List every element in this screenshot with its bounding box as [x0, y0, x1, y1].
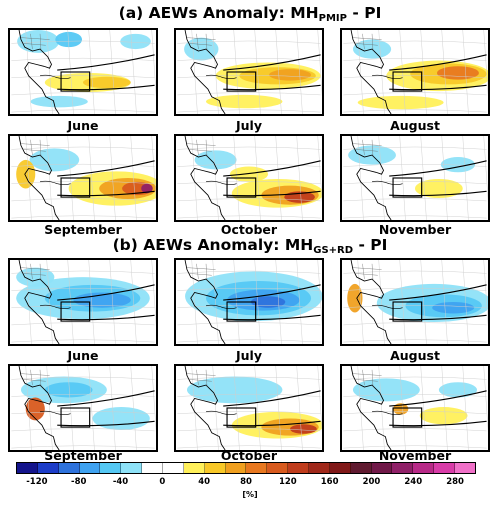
colorbar-tick-label: -40	[112, 477, 129, 487]
colorbar-tick-label: 120	[278, 477, 297, 487]
colorbar-segment	[183, 463, 205, 473]
month-label: October	[220, 222, 278, 237]
title-a: (a) AEWs Anomaly: MHPMIP - PI	[0, 4, 500, 24]
map-panel-a-november	[340, 134, 490, 222]
colorbar-segment	[37, 463, 59, 473]
month-label: June	[67, 118, 99, 133]
colorbar-tick-label: 240	[404, 477, 423, 487]
map-panel-b-july	[174, 258, 324, 346]
colorbar-tick-label: 40	[198, 477, 211, 487]
colorbar-segment	[79, 463, 101, 473]
title-a-subscript: PMIP	[318, 13, 347, 24]
colorbar-segment	[392, 463, 414, 473]
title-b-text: (b) AEWs Anomaly: MH	[112, 236, 314, 254]
month-label: June	[67, 348, 99, 363]
month-label: August	[390, 118, 440, 133]
colorbar-segment	[413, 463, 435, 473]
colorbar-segment	[225, 463, 247, 473]
map-panel-b-august	[340, 258, 490, 346]
title-b-suffix: - PI	[353, 236, 388, 254]
colorbar-segment	[371, 463, 393, 473]
month-label: September	[44, 448, 122, 463]
month-label: July	[236, 118, 262, 133]
map-panel-b-november	[340, 364, 490, 452]
map-panel-a-october	[174, 134, 324, 222]
colorbar-segment	[100, 463, 122, 473]
colorbar-tick-label: -120	[26, 477, 48, 487]
map-panel-a-july	[174, 28, 324, 116]
title-b: (b) AEWs Anomaly: MHGS+RD - PI	[0, 236, 500, 256]
colorbar-tick-label: 0	[159, 477, 166, 487]
map-panel-b-october	[174, 364, 324, 452]
colorbar-tick-label: -80	[71, 477, 87, 487]
month-label: August	[390, 348, 440, 363]
month-label: September	[44, 222, 122, 237]
colorbar-segment	[267, 463, 289, 473]
month-label: October	[220, 448, 278, 463]
map-panel-b-june	[8, 258, 158, 346]
title-b-subscript: GS+RD	[313, 245, 354, 256]
colorbar-tick-label: 200	[362, 477, 381, 487]
colorbar-segment	[434, 463, 456, 473]
colorbar-segment	[58, 463, 80, 473]
colorbar-segment	[17, 463, 38, 473]
title-a-text: (a) AEWs Anomaly: MH	[118, 4, 319, 22]
map-panel-a-september	[8, 134, 158, 222]
colorbar-tick-label: 80	[240, 477, 252, 487]
colorbar-tick-label: 280	[446, 477, 464, 487]
colorbar-segment	[309, 463, 330, 473]
title-a-suffix: - PI	[347, 4, 382, 22]
month-label: November	[378, 222, 452, 237]
month-label: November	[378, 448, 452, 463]
map-panel-a-august	[340, 28, 490, 116]
colorbar	[16, 462, 476, 474]
map-panel-b-september	[8, 364, 158, 452]
colorbar-segment	[246, 463, 268, 473]
month-label: July	[236, 348, 262, 363]
colorbar-segment	[163, 463, 184, 473]
map-panel-a-june	[8, 28, 158, 116]
colorbar-segment	[121, 463, 143, 473]
colorbar-segment	[455, 463, 475, 473]
colorbar-segment	[329, 463, 351, 473]
colorbar-segment	[204, 463, 226, 473]
colorbar-segment	[350, 463, 372, 473]
colorbar-segment	[142, 463, 164, 473]
colorbar-tick-label: 160	[320, 477, 339, 487]
colorbar-segment	[288, 463, 310, 473]
colorbar-unit-label: [%]	[242, 490, 258, 499]
